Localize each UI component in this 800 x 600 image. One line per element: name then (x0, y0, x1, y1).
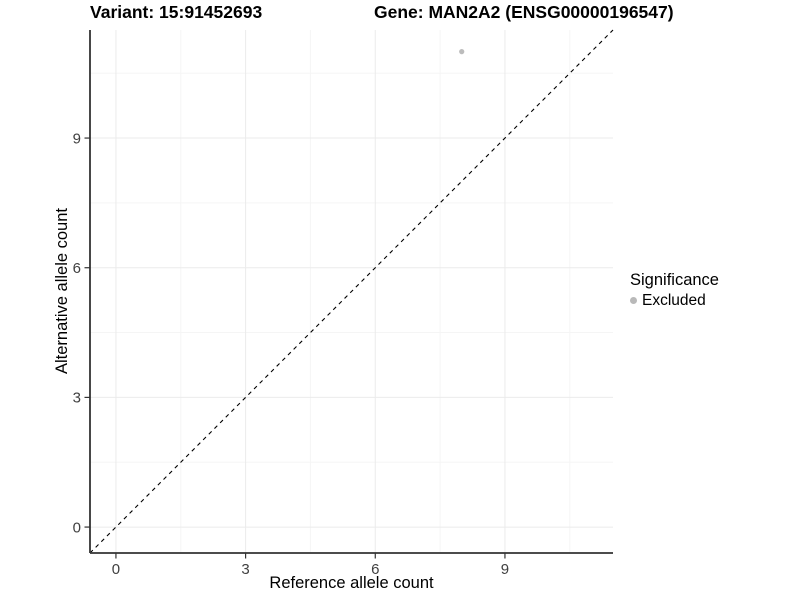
y-tick-label: 6 (73, 260, 81, 277)
y-tick-label: 9 (73, 130, 81, 147)
plot-title-gene: Gene: MAN2A2 (ENSG00000196547) (374, 2, 674, 22)
legend: Significance Excluded (630, 270, 719, 310)
x-tick-label: 6 (371, 561, 379, 578)
legend-entry-label: Excluded (642, 292, 706, 309)
y-tick-label: 3 (73, 390, 81, 407)
plot-area: 0 3 6 9 0 3 6 9 (73, 29, 614, 578)
legend-entry: Excluded (630, 291, 719, 310)
x-tick-label: 0 (112, 561, 120, 578)
x-tick-label: 3 (241, 561, 249, 578)
identity-line (89, 29, 614, 554)
legend-title: Significance (630, 271, 719, 289)
plot-panel: 0 3 6 9 0 3 6 9 (73, 29, 614, 578)
legend-key-dot (630, 297, 637, 304)
x-axis-title: Reference allele count (269, 574, 434, 592)
x-tick-label: 9 (501, 561, 509, 578)
y-axis-title: Alternative allele count (52, 208, 71, 375)
plot-title-variant: Variant: 15:91452693 (90, 2, 263, 22)
data-point (459, 49, 465, 55)
y-tick-label: 0 (73, 519, 81, 536)
